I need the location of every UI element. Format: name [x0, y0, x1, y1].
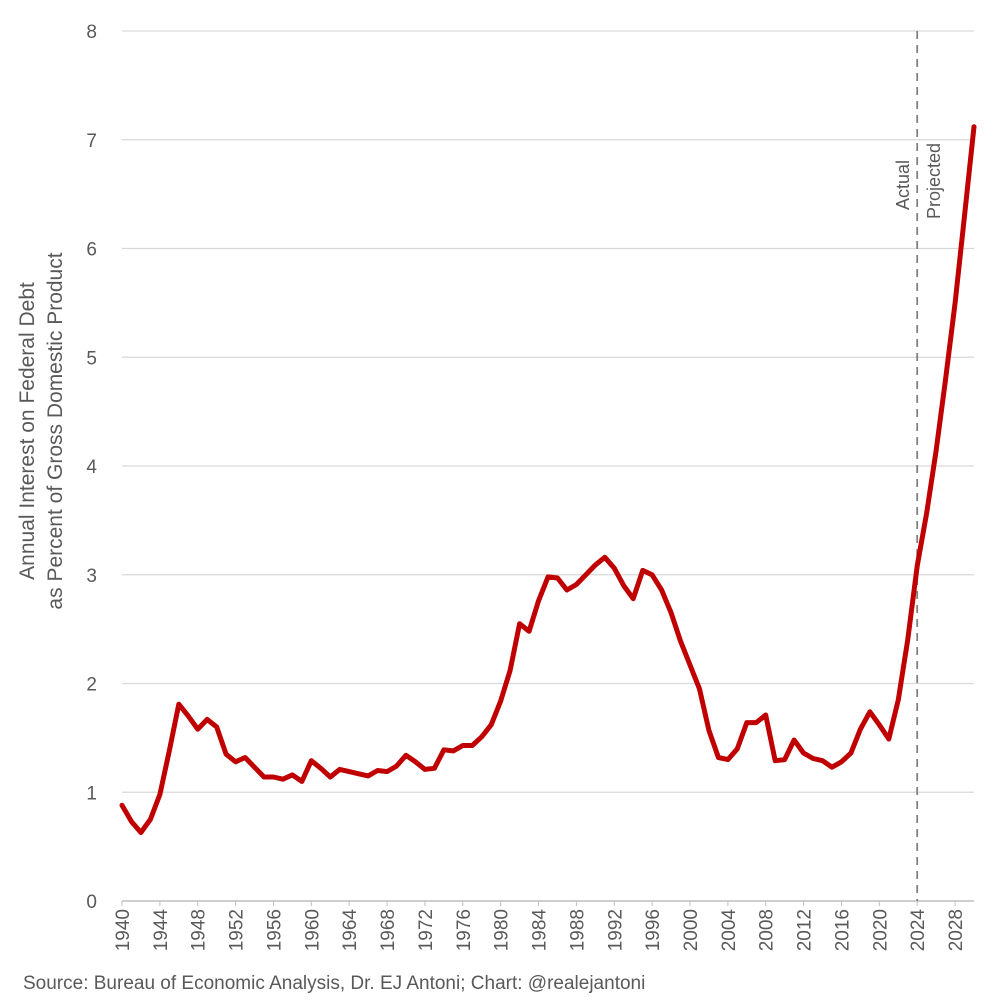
y-axis-ticks: 0 1 2 3 4 5 6 7 8	[86, 22, 97, 913]
x-tick-label: 1976	[454, 909, 475, 951]
x-tick-label: 1996	[643, 909, 664, 951]
x-tick-label: 2024	[908, 909, 929, 952]
x-tick-label: 1992	[605, 909, 626, 951]
x-tick-label: 1980	[492, 909, 513, 951]
x-tick-label: 2000	[681, 909, 702, 951]
y-tick-label: 4	[86, 457, 97, 478]
y-tick-label: 5	[86, 348, 97, 369]
y-tick-label: 6	[86, 240, 97, 261]
y-tick-label: 3	[86, 566, 97, 587]
y-axis-title-line1: Annual Interest on Federal Debt	[16, 282, 39, 580]
x-tick-label: 1960	[302, 909, 323, 951]
x-tick-label: 2012	[795, 909, 816, 951]
y-axis-title-line2: as Percent of Gross Domestic Product	[44, 252, 67, 609]
series-layer	[119, 124, 977, 835]
y-tick-label: 1	[86, 783, 97, 804]
x-tick-label: 1948	[189, 909, 210, 951]
x-tick-label: 2028	[946, 909, 967, 951]
x-tick-label: 1940	[113, 909, 134, 951]
x-tick-label: 2020	[870, 909, 891, 951]
projected-label: Projected	[924, 143, 944, 219]
x-tick-label: 1984	[530, 909, 551, 952]
source-note: Source: Bureau of Economic Analysis, Dr.…	[23, 973, 646, 994]
x-tick-label: 2004	[719, 909, 740, 952]
series-line	[119, 124, 977, 835]
y-tick-label: 7	[86, 131, 97, 152]
x-tick-label: 1968	[378, 909, 399, 951]
x-tick-label: 1964	[340, 909, 361, 952]
y-tick-label: 2	[86, 675, 97, 696]
y-tick-label: 0	[86, 892, 97, 913]
y-tick-label: 8	[86, 22, 97, 43]
x-tick-label: 1952	[227, 909, 248, 951]
x-tick-label: 2008	[757, 909, 778, 951]
x-tick-label: 1988	[567, 909, 588, 951]
x-tick-label: 1972	[416, 909, 437, 951]
gridlines	[122, 30, 974, 902]
x-tick-label: 2016	[832, 909, 853, 951]
x-axis-ticks: 1940 1944 1948 1952 1956 1960 1964 1968 1972 1976…	[113, 901, 967, 951]
actual-label: Actual	[893, 160, 913, 210]
x-tick-label: 1956	[264, 909, 285, 951]
x-tick-label: 1944	[151, 909, 172, 952]
